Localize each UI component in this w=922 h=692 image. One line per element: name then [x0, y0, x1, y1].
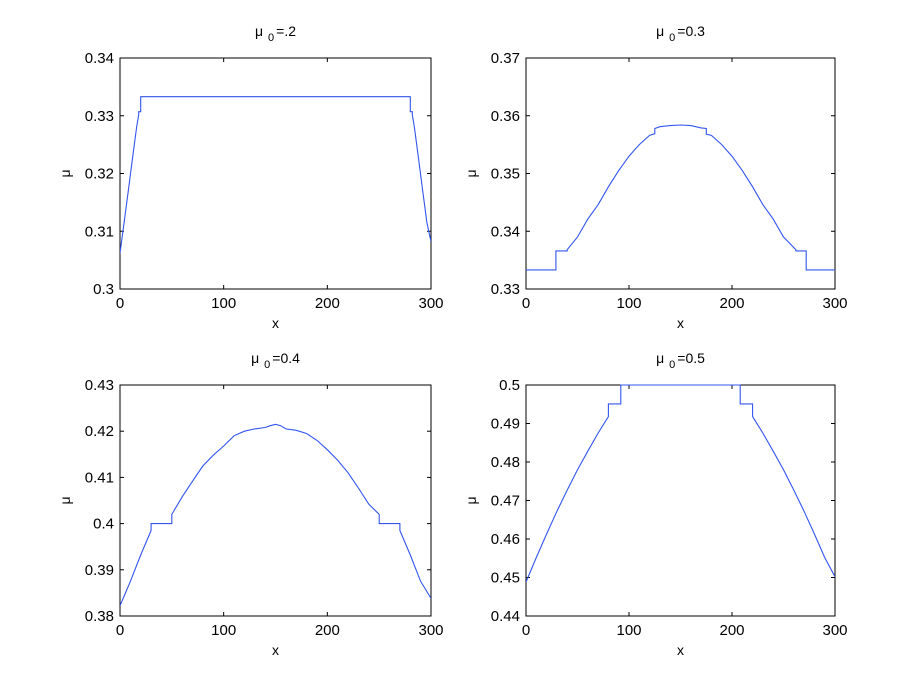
x-tick-label: 0 — [522, 295, 530, 312]
x-tick-label: 200 — [719, 622, 744, 639]
x-axis-label: x — [677, 315, 684, 331]
series-line — [120, 96, 431, 254]
y-tick-label: 0.32 — [85, 166, 114, 183]
y-tick-label: 0.45 — [491, 570, 520, 587]
title-suffix: =0.5 — [677, 350, 705, 366]
title-subscript: 0 — [669, 32, 675, 44]
y-tick-label: 0.44 — [491, 608, 520, 625]
y-tick-label: 0.46 — [491, 531, 520, 548]
y-tick-label: 0.34 — [85, 50, 114, 67]
title-suffix: =0.4 — [272, 350, 300, 366]
x-tick-label: 0 — [522, 622, 530, 639]
x-tick-label: 0 — [116, 622, 124, 639]
title-suffix: =.2 — [276, 23, 296, 39]
y-tick-label: 0.35 — [491, 166, 520, 183]
x-tick-label: 200 — [315, 295, 340, 312]
x-tick-label: 100 — [616, 295, 641, 312]
plot-area — [525, 384, 836, 617]
x-tick-label: 300 — [822, 295, 847, 312]
x-tick-label: 0 — [116, 295, 124, 312]
title-symbol: μ — [656, 350, 664, 366]
plot-area — [525, 57, 836, 290]
title-symbol: μ — [251, 350, 259, 366]
y-tick-label: 0.42 — [85, 423, 114, 440]
y-tick-label: 0.33 — [85, 108, 114, 125]
subplot-title: μ 0 =0.5 — [656, 350, 705, 371]
x-tick-label: 100 — [616, 622, 641, 639]
y-tick-label: 0.49 — [491, 416, 520, 433]
title-subscript: 0 — [669, 359, 675, 371]
x-tick-label: 300 — [418, 622, 443, 639]
series-line — [526, 384, 835, 583]
x-tick-label: 100 — [211, 295, 236, 312]
y-tick-label: 0.31 — [85, 223, 114, 240]
x-tick-label: 200 — [315, 622, 340, 639]
y-tick-label: 0.33 — [491, 281, 520, 298]
x-tick-label: 100 — [211, 622, 236, 639]
x-tick-label: 200 — [719, 295, 744, 312]
title-subscript: 0 — [264, 359, 270, 371]
y-tick-label: 0.36 — [491, 108, 520, 125]
y-tick-label: 0.34 — [491, 223, 520, 240]
y-tick-label: 0.43 — [85, 377, 114, 394]
x-axis-label: x — [677, 642, 684, 658]
x-tick-label: 300 — [822, 622, 847, 639]
title-suffix: =0.3 — [677, 23, 705, 39]
y-tick-label: 0.5 — [499, 377, 520, 394]
y-tick-label: 0.37 — [491, 50, 520, 67]
y-tick-label: 0.4 — [93, 516, 114, 533]
plot-area — [119, 57, 432, 290]
x-axis-label: x — [272, 315, 279, 331]
y-tick-label: 0.41 — [85, 469, 114, 486]
title-subscript: 0 — [268, 32, 274, 44]
y-tick-label: 0.3 — [93, 281, 114, 298]
y-axis-label: μ — [57, 496, 73, 504]
x-axis-label: x — [272, 642, 279, 658]
series-line — [120, 423, 431, 607]
subplot-title: μ 0 =.2 — [255, 23, 296, 44]
y-axis-label: μ — [463, 496, 479, 504]
y-tick-label: 0.47 — [491, 493, 520, 510]
series-line — [526, 124, 835, 271]
y-tick-label: 0.38 — [85, 608, 114, 625]
title-symbol: μ — [255, 23, 263, 39]
x-tick-label: 300 — [418, 295, 443, 312]
y-axis-label: μ — [57, 169, 73, 177]
y-axis-label: μ — [463, 169, 479, 177]
y-tick-label: 0.39 — [85, 562, 114, 579]
subplot-title: μ 0 =0.4 — [251, 350, 300, 371]
title-symbol: μ — [656, 23, 664, 39]
y-tick-label: 0.48 — [491, 454, 520, 471]
plot-area — [119, 384, 432, 617]
subplot-title: μ 0 =0.3 — [656, 23, 705, 44]
